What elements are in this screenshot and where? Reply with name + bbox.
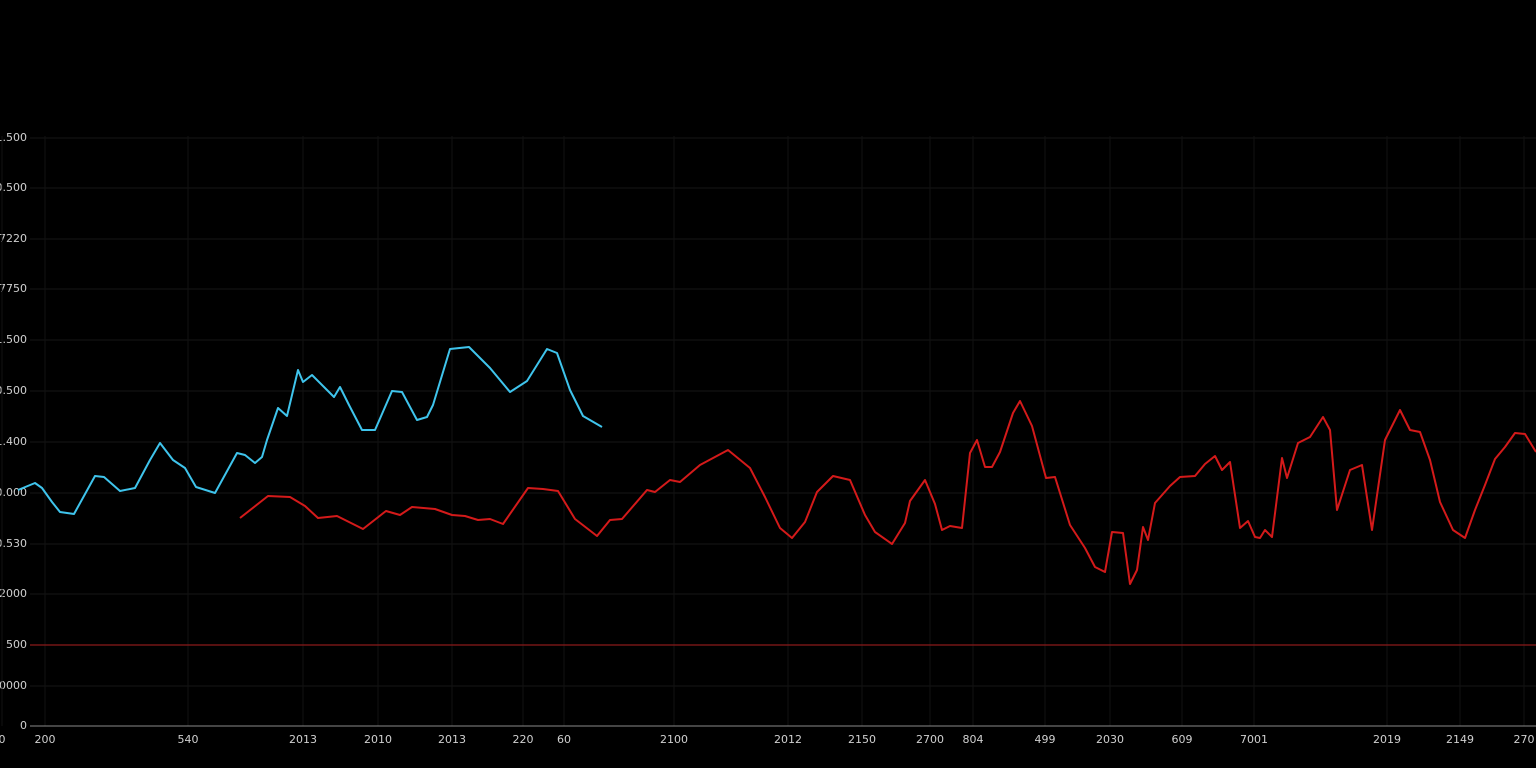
x-tick-label: 7001 bbox=[1240, 733, 1268, 746]
x-tick-label: 270 bbox=[1514, 733, 1535, 746]
x-tick-label: 2149 bbox=[1446, 733, 1474, 746]
x-tick-label: 2013 bbox=[289, 733, 317, 746]
x-tick-label: 60 bbox=[557, 733, 571, 746]
line-series bbox=[17, 346, 603, 515]
x-tick-label: 200 bbox=[35, 733, 56, 746]
x-tick-label: 2019 bbox=[1373, 733, 1401, 746]
y-tick-label: 0.500 bbox=[0, 181, 27, 194]
x-tick-label: 2150 bbox=[848, 733, 876, 746]
x-tick-label: 540 bbox=[178, 733, 199, 746]
x-tick-label: 2013 bbox=[438, 733, 466, 746]
y-tick-label: 0.500 bbox=[0, 384, 27, 397]
x-tick-label: 220 bbox=[513, 733, 534, 746]
y-tick-label: 500 bbox=[6, 638, 27, 651]
y-tick-label: 1.500 bbox=[0, 333, 27, 346]
y-tick-label: 7220 bbox=[0, 232, 27, 245]
x-tick-label: 2010 bbox=[364, 733, 392, 746]
x-tick-label: 2030 bbox=[1096, 733, 1124, 746]
y-tick-label: 7750 bbox=[0, 282, 27, 295]
y-tick-label: 2000 bbox=[0, 587, 27, 600]
y-tick-label: 0.530 bbox=[0, 537, 27, 550]
line-series bbox=[239, 400, 1536, 585]
y-tick-label: 1.500 bbox=[0, 131, 27, 144]
x-tick-label: 499 bbox=[1035, 733, 1056, 746]
x-tick-label: 2012 bbox=[774, 733, 802, 746]
x-tick-label: 804 bbox=[963, 733, 984, 746]
x-tick-label: 2700 bbox=[916, 733, 944, 746]
x-tick-label: 609 bbox=[1172, 733, 1193, 746]
x-tick-label: 0 bbox=[0, 733, 6, 746]
x-tick-label: 2100 bbox=[660, 733, 688, 746]
y-tick-label: 0000 bbox=[0, 679, 27, 692]
y-tick-label: 1.400 bbox=[0, 435, 27, 448]
y-tick-label: 0 bbox=[20, 719, 27, 732]
